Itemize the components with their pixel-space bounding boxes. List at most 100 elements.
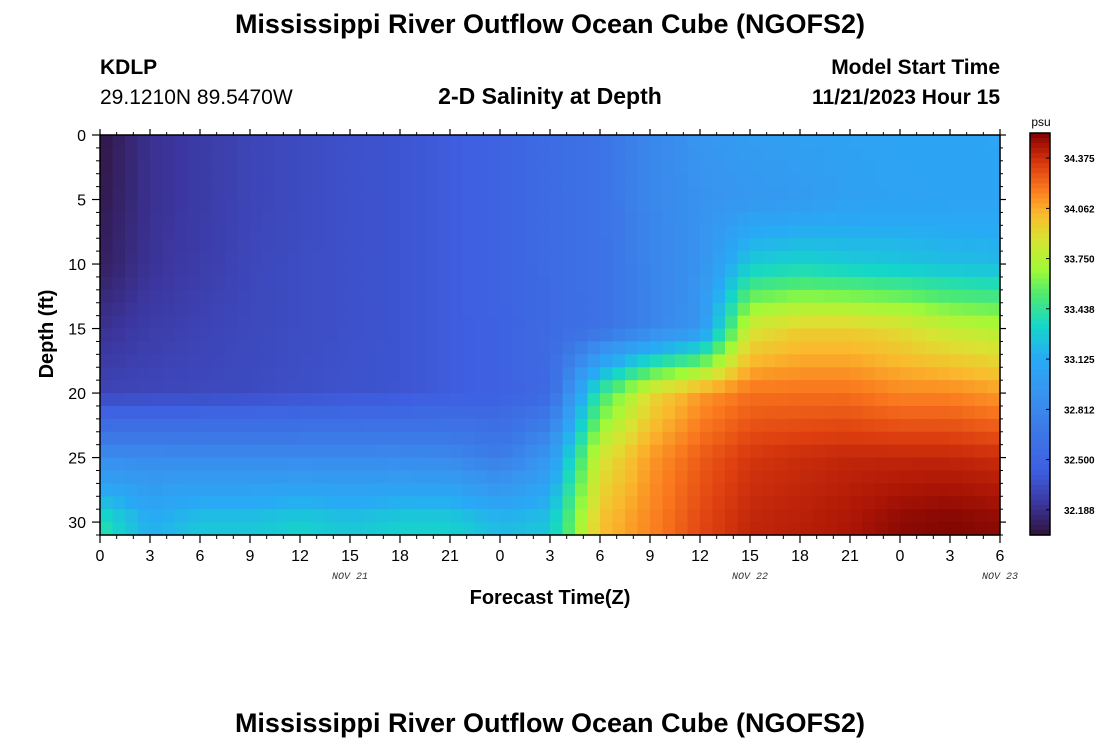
heatmap-cell: [912, 289, 926, 304]
heatmap-cell: [650, 431, 664, 446]
heatmap-cell: [562, 418, 576, 433]
heatmap-cell: [837, 302, 851, 317]
heatmap-cell: [162, 264, 176, 278]
heatmap-cell: [637, 405, 651, 420]
x-tick-label: 12: [291, 548, 309, 565]
heatmap-cell: [650, 315, 664, 330]
heatmap-cell: [550, 367, 564, 381]
heatmap-cell: [125, 431, 139, 446]
heatmap-cell: [475, 431, 489, 446]
heatmap-cell: [675, 444, 689, 459]
heatmap-cell: [262, 160, 276, 175]
heatmap-cell: [437, 328, 451, 343]
heatmap-cell: [487, 264, 501, 278]
heatmap-cell: [250, 509, 264, 523]
heatmap-cell: [250, 147, 264, 162]
colorbar-segment: [1030, 449, 1050, 456]
heatmap-cell: [575, 509, 589, 523]
heatmap-cell: [637, 147, 651, 162]
heatmap-cell: [912, 393, 926, 407]
heatmap-cell: [337, 147, 351, 162]
heatmap-cell: [800, 315, 814, 330]
heatmap-cell: [800, 289, 814, 304]
heatmap-cell: [850, 393, 864, 407]
heatmap-cell: [325, 483, 339, 497]
heatmap-cell: [162, 405, 176, 420]
heatmap-cell: [937, 354, 951, 368]
heatmap-cell: [850, 483, 864, 497]
heatmap-cell: [462, 186, 476, 201]
heatmap-cell: [800, 367, 814, 381]
heatmap-cell: [625, 264, 639, 278]
heatmap-cell: [662, 431, 676, 446]
heatmap-cell: [225, 431, 239, 446]
heatmap-cell: [225, 238, 239, 252]
heatmap-cell: [587, 264, 601, 278]
heatmap-cell: [637, 238, 651, 252]
heatmap-cell: [500, 135, 514, 149]
heatmap-cell: [837, 264, 851, 278]
heatmap-cell: [100, 212, 114, 226]
heatmap-cell: [125, 251, 139, 265]
heatmap-cell: [975, 302, 989, 317]
heatmap-cell: [700, 457, 714, 472]
heatmap-cell: [262, 328, 276, 343]
heatmap-cell: [575, 315, 589, 330]
heatmap-cell: [475, 186, 489, 201]
heatmap-cell: [175, 251, 189, 265]
heatmap-cell: [175, 354, 189, 368]
heatmap-cell: [287, 418, 301, 433]
heatmap-cell: [162, 522, 176, 536]
heatmap-cell: [325, 264, 339, 278]
heatmap-cell: [400, 328, 414, 343]
heatmap-cell: [712, 380, 726, 394]
heatmap-cell: [750, 186, 764, 201]
heatmap-cell: [375, 328, 389, 343]
heatmap-cell: [600, 354, 614, 368]
heatmap-cell: [350, 199, 364, 214]
heatmap-cell: [550, 496, 564, 510]
heatmap-cell: [362, 276, 376, 291]
heatmap-cell: [850, 173, 864, 188]
heatmap-cell: [675, 522, 689, 536]
heatmap-cell: [487, 289, 501, 304]
heatmap-cell: [662, 457, 676, 472]
heatmap-cell: [287, 522, 301, 536]
heatmap-cell: [312, 522, 326, 536]
heatmap-cell: [575, 212, 589, 226]
heatmap-cell: [550, 380, 564, 394]
colorbar-segment: [1030, 173, 1050, 179]
heatmap-cell: [925, 302, 939, 317]
heatmap-cell: [175, 135, 189, 149]
heatmap-cell: [237, 315, 251, 330]
heatmap-cell: [237, 276, 251, 291]
heatmap-cell: [862, 147, 876, 162]
heatmap-cell: [525, 380, 539, 394]
heatmap-cell: [412, 457, 426, 472]
heatmap-cell: [475, 212, 489, 226]
heatmap-cell: [325, 380, 339, 394]
heatmap-cell: [850, 315, 864, 330]
heatmap-cell: [462, 199, 476, 214]
heatmap-cell: [700, 238, 714, 252]
colorbar-segment: [1030, 178, 1050, 184]
heatmap-cell: [187, 199, 201, 214]
colorbar-segment: [1030, 374, 1050, 380]
heatmap-cell: [225, 328, 239, 343]
heatmap-cell: [950, 367, 964, 381]
heatmap-cell: [412, 289, 426, 304]
heatmap-cell: [825, 444, 839, 459]
heatmap-cell: [362, 522, 376, 536]
colorbar-segment: [1030, 263, 1050, 270]
heatmap-cell: [450, 483, 464, 497]
heatmap-cell: [150, 302, 164, 317]
heatmap-cell: [200, 354, 214, 368]
heatmap-cell: [912, 173, 926, 188]
heatmap-cell: [100, 147, 114, 162]
heatmap-cell: [687, 302, 701, 317]
heatmap-cell: [262, 496, 276, 510]
heatmap-cell: [587, 341, 601, 355]
heatmap-cell: [862, 418, 876, 433]
heatmap-cell: [900, 212, 914, 226]
heatmap-cell: [112, 470, 126, 484]
